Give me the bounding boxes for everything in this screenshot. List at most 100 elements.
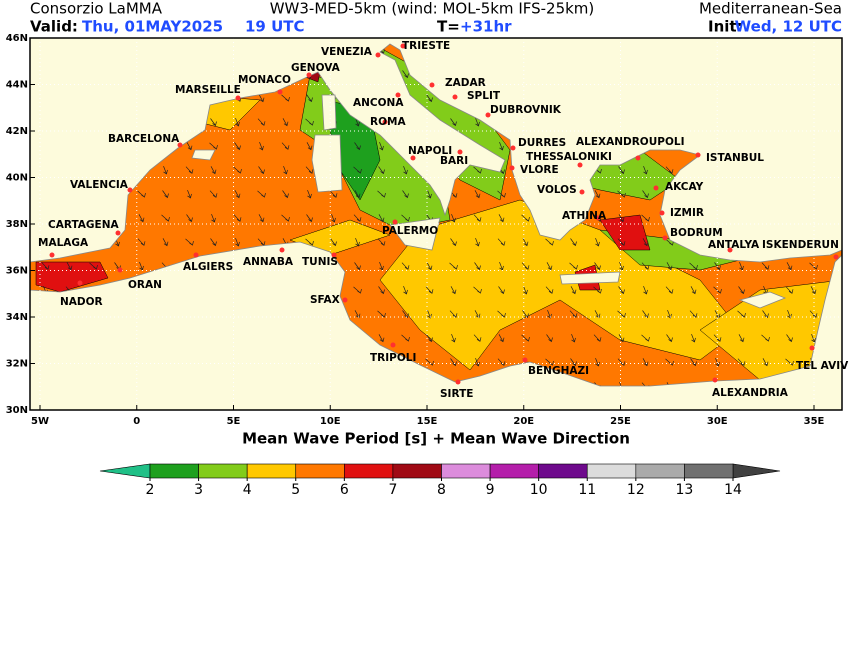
city-dot — [809, 345, 815, 351]
direction-arrow — [306, 214, 313, 223]
direction-arrow — [666, 262, 673, 271]
lon-tick-label: 25E — [610, 416, 631, 427]
direction-arrow — [66, 262, 73, 271]
lon-tick-label: 30E — [707, 416, 728, 427]
direction-arrow — [474, 310, 481, 319]
direction-arrow — [546, 334, 553, 343]
city-dot — [429, 82, 435, 88]
direction-arrow — [354, 310, 361, 319]
city-label: NADOR — [60, 296, 103, 308]
direction-arrow — [137, 238, 146, 246]
city-dot — [392, 219, 398, 225]
direction-arrow — [498, 286, 505, 295]
direction-arrow — [569, 262, 578, 270]
land — [30, 241, 842, 410]
colorbar-label: 14 — [724, 482, 742, 498]
direction-arrow — [738, 286, 745, 295]
colorbar-box — [392, 463, 442, 479]
city-label: NAPOLI — [408, 145, 452, 157]
city-dot — [455, 379, 461, 385]
direction-arrow — [402, 190, 409, 199]
lat-tick-label: 42N — [6, 126, 28, 137]
city-label: MONACO — [238, 74, 291, 86]
city-dot — [522, 357, 528, 363]
direction-arrow — [450, 238, 457, 247]
direction-arrow — [379, 141, 384, 151]
direction-arrow — [426, 334, 433, 343]
direction-arrow — [475, 237, 480, 247]
city-label: ALGIERS — [183, 261, 233, 273]
institute: Consorzio LaMMA — [30, 0, 163, 18]
colorbar-box — [198, 463, 248, 479]
lon-tick-label: 5W — [31, 416, 49, 427]
direction-arrow — [449, 262, 458, 270]
city-dot — [117, 267, 123, 273]
direction-arrow — [642, 238, 649, 247]
direction-arrow — [593, 286, 602, 294]
city-label: ALEXANDROUPOLI — [576, 136, 684, 148]
city-dot — [727, 247, 733, 253]
direction-arrow — [210, 238, 217, 247]
direction-arrow — [401, 334, 410, 342]
direction-arrow — [570, 358, 577, 367]
direction-arrow — [425, 286, 434, 294]
colorbar-label: 9 — [486, 482, 495, 498]
city-label: ZADAR — [445, 77, 486, 89]
lon-tick-label: 15E — [417, 416, 438, 427]
city-dot — [662, 235, 668, 241]
city-label: ANTALYA — [708, 239, 760, 251]
direction-arrow — [689, 262, 698, 270]
direction-arrow — [354, 262, 361, 271]
city-label: BENGHAZI — [528, 365, 589, 377]
direction-arrow — [257, 118, 266, 126]
direction-arrow — [498, 214, 505, 223]
direction-arrow — [643, 165, 648, 175]
direction-arrow — [138, 214, 145, 223]
period-region — [699, 279, 842, 381]
city-label: ANNABA — [243, 256, 294, 268]
direction-arrow — [641, 262, 650, 270]
direction-arrow — [497, 310, 506, 318]
direction-arrow — [426, 94, 433, 103]
city-label: GENOVA — [291, 62, 341, 74]
direction-arrow — [498, 334, 505, 343]
city-dot — [49, 252, 55, 258]
direction-arrow — [523, 285, 528, 295]
direction-arrow — [378, 166, 385, 175]
direction-arrow — [473, 166, 482, 174]
direction-arrow — [497, 190, 506, 198]
direction-arrow — [451, 213, 456, 223]
city-label: MARSEILLE — [175, 84, 241, 96]
direction-arrow — [307, 189, 312, 199]
direction-arrow — [306, 142, 313, 151]
colorbar-low — [99, 463, 151, 479]
direction-arrow — [186, 214, 193, 223]
direction-arrow — [521, 262, 530, 270]
direction-arrow — [595, 237, 600, 247]
city-dot — [400, 43, 406, 49]
lon-tick-label: 5E — [227, 416, 241, 427]
direction-arrow — [665, 166, 674, 174]
city-label: SFAX — [310, 294, 340, 306]
direction-arrow — [521, 334, 530, 342]
direction-arrow — [737, 310, 746, 318]
direction-arrow — [450, 358, 457, 367]
direction-arrow — [642, 358, 649, 367]
city-dot — [577, 162, 583, 168]
direction-arrow — [162, 238, 169, 247]
colorbar-label: 10 — [530, 482, 548, 498]
colorbar-label: 7 — [388, 482, 397, 498]
city-dot — [77, 280, 83, 286]
direction-arrow — [377, 310, 386, 318]
direction-arrow — [809, 310, 818, 318]
direction-arrow — [594, 310, 601, 319]
direction-arrow — [403, 165, 408, 175]
colorbar-label: 12 — [627, 482, 645, 498]
city-dot — [635, 155, 641, 161]
city-dot — [127, 187, 133, 193]
direction-arrow — [665, 238, 674, 246]
colorbar-label: 2 — [146, 482, 155, 498]
city-dot — [115, 230, 121, 236]
direction-arrow — [305, 166, 314, 174]
